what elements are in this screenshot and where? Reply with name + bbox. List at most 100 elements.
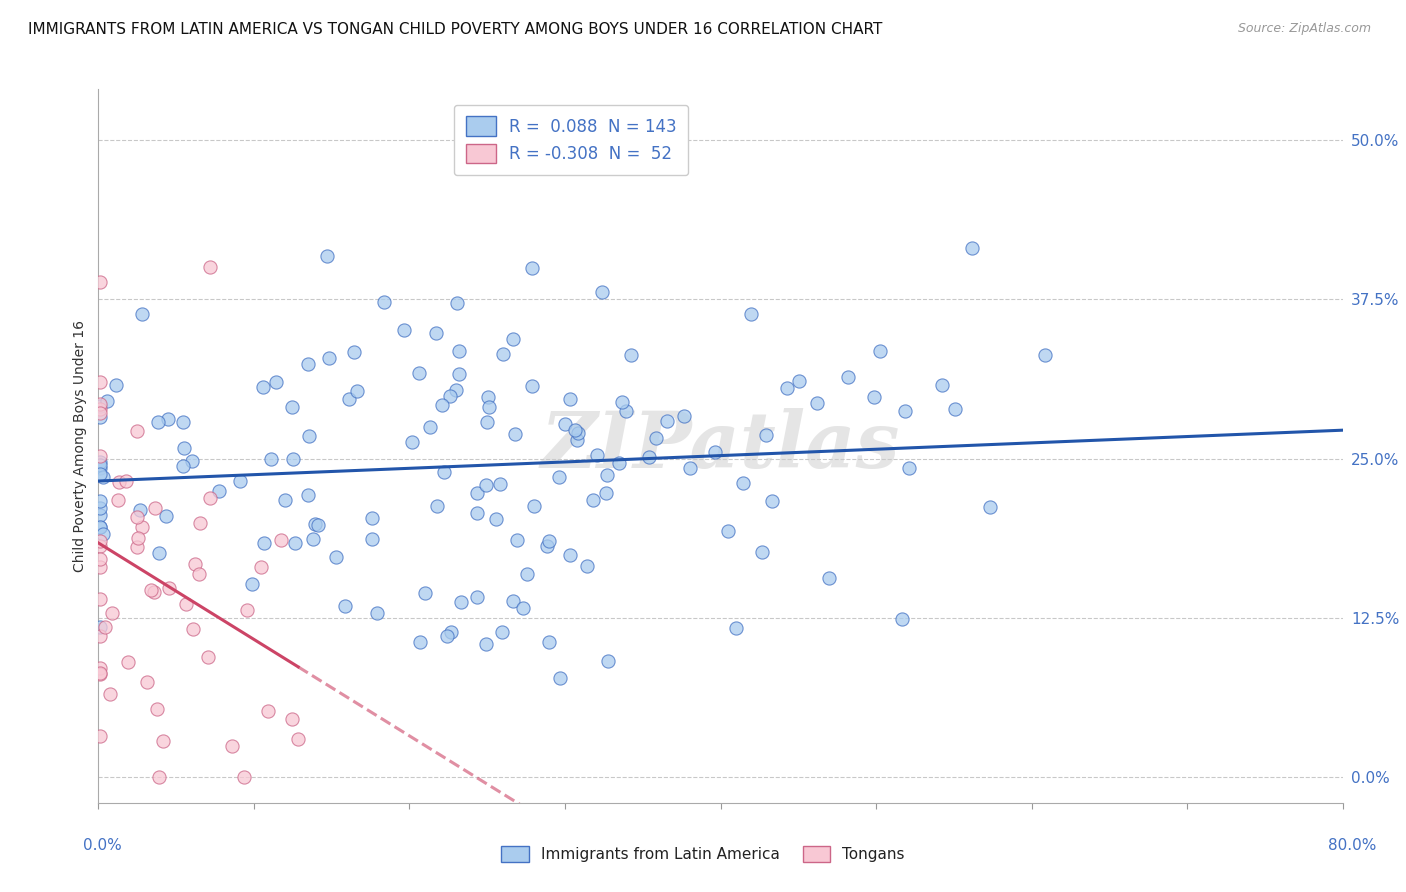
Point [89,450,111,464]
Point [776,381,799,395]
Legend: Immigrants from Latin America, Tongans: Immigrants from Latin America, Tongans [495,840,911,868]
Point [89,520,111,534]
Point [131,520,153,534]
Point [298,429,321,443]
Point [337,392,360,406]
Point [287,731,309,746]
Point [148,770,170,784]
Point [89,666,111,681]
Text: Source: ZipAtlas.com: Source: ZipAtlas.com [1237,22,1371,36]
Point [188,566,211,581]
Point [89,467,111,482]
Point [586,448,609,462]
Point [931,377,953,392]
Point [173,441,195,455]
Point [89,666,111,681]
Point [131,307,153,321]
Point [491,347,513,361]
Point [554,417,576,431]
Point [361,510,384,524]
Point [260,452,283,467]
Point [731,476,754,491]
Point [89,592,111,607]
Point [755,428,778,442]
Point [253,535,276,549]
Point [89,275,111,289]
Point [89,397,111,411]
Point [135,674,157,689]
Point [301,532,323,546]
Point [105,377,128,392]
Point [550,671,572,685]
Point [93,469,115,483]
Point [439,389,461,403]
Point [89,401,111,416]
Point [806,395,828,409]
Legend: R =  0.088  N = 143, R = -0.308  N =  52: R = 0.088 N = 143, R = -0.308 N = 52 [454,104,689,175]
Point [89,410,111,425]
Point [361,532,384,546]
Point [610,395,633,409]
Point [208,483,231,498]
Point [523,500,546,514]
Point [89,460,111,475]
Point [242,577,264,591]
Point [89,519,111,533]
Point [127,532,149,546]
Point [724,621,747,635]
Point [148,415,170,429]
Point [644,431,666,445]
Point [89,559,111,574]
Point [413,586,436,600]
Point [450,595,472,609]
Point [125,424,148,438]
Point [436,629,458,643]
Point [717,524,740,538]
Point [333,599,356,614]
Point [520,379,543,393]
Point [89,508,111,522]
Point [198,491,221,505]
Point [115,474,138,488]
Point [426,499,449,513]
Point [89,455,111,469]
Point [465,486,488,500]
Point [672,409,695,424]
Point [157,411,180,425]
Point [297,358,319,372]
Point [596,654,619,668]
Point [89,629,111,643]
Point [94,620,117,634]
Point [704,445,727,459]
Point [401,435,423,450]
Point [558,548,581,562]
Point [89,399,111,413]
Point [89,539,111,553]
Point [491,625,513,640]
Point [128,503,150,517]
Point [152,734,174,748]
Point [567,425,589,440]
Point [898,461,921,475]
Point [89,494,111,508]
Point [143,501,166,516]
Point [679,460,702,475]
Point [190,516,212,531]
Point [740,307,762,321]
Point [515,567,537,582]
Point [297,488,319,502]
Point [366,606,388,620]
Point [89,458,111,472]
Point [465,506,488,520]
Point [536,539,558,553]
Point [565,433,588,447]
Point [373,294,395,309]
Point [638,450,661,464]
Point [761,494,783,508]
Point [98,688,121,702]
Text: ZIPatlas: ZIPatlas [541,408,900,484]
Point [960,241,983,255]
Point [502,593,524,607]
Point [89,376,111,390]
Point [197,650,219,665]
